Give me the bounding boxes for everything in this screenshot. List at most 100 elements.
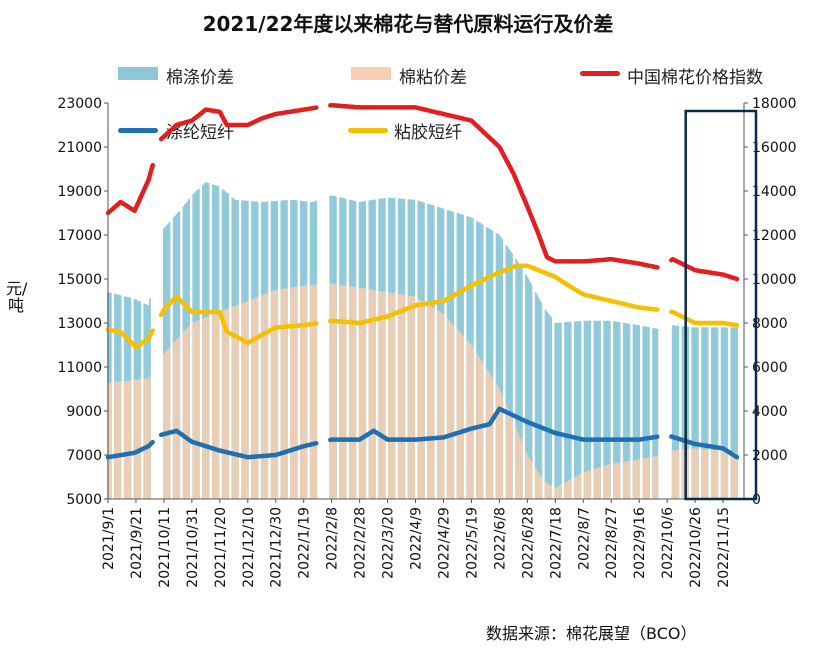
bar-mark: [716, 450, 719, 499]
x-tick-label: 2021/11/20: [213, 507, 229, 588]
legend-label-cotton-viscose-spread: 棉粘价差: [399, 68, 467, 88]
bar-mark: [390, 292, 393, 499]
bar-mark: [256, 297, 259, 499]
bar-mark: [525, 451, 527, 499]
bar-mark: [550, 317, 552, 499]
bar-mark: [632, 460, 635, 499]
bar-mark: [526, 276, 529, 499]
bar-mark: [653, 456, 656, 500]
bar-mark: [508, 249, 511, 499]
bar-mark: [713, 449, 716, 499]
bar-mark: [674, 325, 677, 499]
bar-mark: [736, 452, 738, 499]
bar-mark: [116, 381, 119, 499]
left-tick-label: 13000: [57, 316, 102, 332]
line-mark: [328, 263, 660, 326]
bar-mark: [645, 458, 648, 499]
bar-mark: [636, 459, 639, 499]
bar-mark: [587, 320, 590, 499]
left-tick-label: 9000: [66, 404, 102, 420]
x-tick-label: 2022/6/8: [492, 507, 508, 570]
bar-mark: [144, 378, 147, 499]
bar-mark: [705, 449, 708, 499]
left-tick-label: 19000: [57, 184, 102, 200]
bar-mark: [235, 305, 238, 499]
x-tick-label: 2022/11/15: [716, 507, 732, 588]
bar-mark: [646, 457, 649, 499]
x-tick-label: 2022/10/26: [688, 507, 704, 588]
bar-mark: [286, 288, 288, 499]
bar-mark: [114, 381, 116, 499]
chart-title: 2021/22年度以来棉花与替代原料运行及价差: [202, 12, 614, 36]
bar-mark: [204, 317, 207, 499]
bar-mark: [566, 481, 569, 499]
bar-mark: [540, 302, 543, 499]
bar-mark: [558, 322, 561, 499]
bar-mark: [332, 283, 334, 499]
bar-mark: [302, 285, 305, 499]
bar-mark: [438, 311, 441, 499]
right-tick-label: 4000: [752, 404, 788, 420]
bar-mark: [635, 324, 638, 499]
bar-mark: [733, 452, 736, 499]
bar-mark: [313, 284, 316, 499]
legend-swatch-polyester-staple: [118, 128, 158, 133]
bar-mark: [624, 323, 627, 499]
bar-mark: [537, 297, 540, 499]
bar-mark: [655, 328, 657, 499]
bar-mark: [481, 362, 484, 499]
x-tick-label: 2022/4/29: [437, 507, 453, 579]
bar-series-1: [107, 283, 738, 500]
bar-mark: [576, 475, 579, 499]
bar-mark: [133, 380, 136, 499]
bar-mark: [411, 296, 414, 499]
bar-mark: [653, 328, 656, 499]
bar-mark: [559, 484, 562, 499]
bar-mark: [182, 332, 185, 499]
bar-mark: [499, 237, 502, 499]
bar-mark: [203, 318, 206, 499]
bar-mark: [178, 336, 181, 499]
bar-mark: [625, 461, 628, 499]
bar-mark: [701, 327, 703, 499]
right-tick-label: 16000: [752, 140, 797, 156]
bar-mark: [518, 263, 520, 499]
bar-mark: [539, 474, 541, 499]
bar-mark: [710, 449, 713, 499]
bar-mark: [525, 274, 527, 499]
bar-mark: [597, 467, 600, 499]
bar-mark: [516, 431, 519, 499]
bar-mark: [392, 293, 395, 499]
bar-mark: [515, 428, 518, 499]
bar-mark: [399, 294, 402, 499]
bar-mark: [554, 488, 557, 499]
bar-mark: [723, 450, 726, 499]
bar-mark: [730, 327, 733, 499]
bar-mark: [193, 321, 196, 499]
bar-mark: [564, 322, 566, 499]
left-tick-label: 21000: [57, 140, 102, 156]
bar-mark: [534, 292, 537, 499]
bar-mark: [281, 288, 284, 499]
bar-mark: [253, 298, 256, 499]
bar-mark: [515, 259, 518, 499]
line-mark: [105, 162, 155, 216]
bar-mark: [418, 299, 421, 499]
bar-mark: [587, 470, 590, 499]
bar-mark: [555, 487, 558, 499]
bar-mark: [585, 320, 587, 499]
bar-mark: [216, 313, 218, 499]
bar-mark: [712, 327, 715, 499]
line-mark: [158, 105, 319, 142]
bar-mark: [192, 322, 195, 499]
right-tick-label: 6000: [752, 360, 788, 376]
bar-mark: [702, 449, 705, 499]
bar-mark: [548, 484, 551, 499]
bar-mark: [290, 287, 293, 499]
right-tick-label: 10000: [752, 272, 797, 288]
bar-mark: [115, 381, 118, 499]
bar-mark: [333, 283, 336, 499]
bar-mark: [554, 323, 557, 499]
bar-mark: [312, 284, 315, 499]
x-tick-label: 2022/9/16: [632, 507, 648, 579]
